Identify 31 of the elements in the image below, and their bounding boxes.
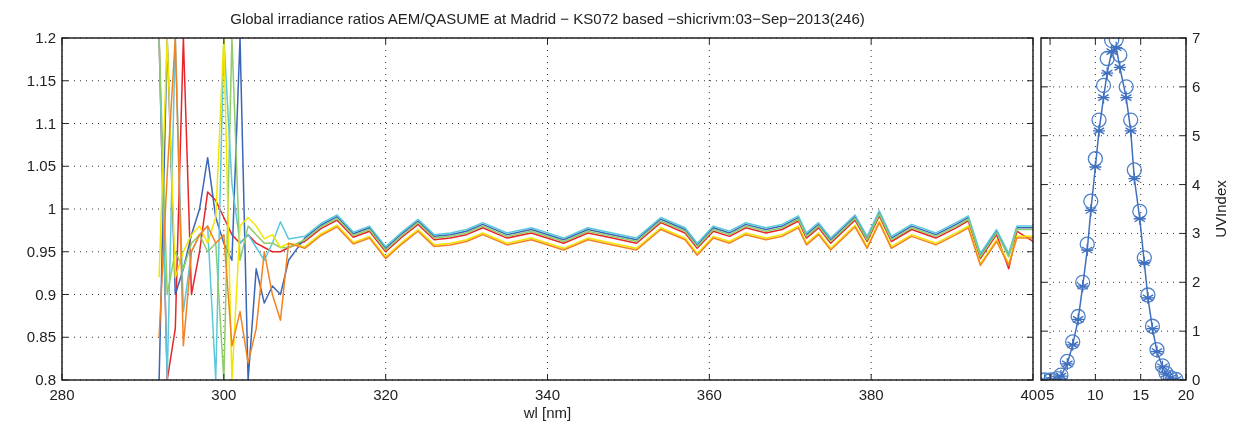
y-tick-label: 0.9: [35, 285, 56, 303]
y-tick-label: 0: [1192, 371, 1201, 388]
x-tick-label: 280: [49, 386, 75, 403]
y-tick-label: 4: [1192, 175, 1201, 193]
x-tick-label: 300: [211, 386, 237, 403]
y-tick-label: 3: [1192, 224, 1201, 242]
x-tick-label: 320: [373, 386, 399, 403]
y-tick-label: 1: [1192, 322, 1201, 340]
y-tick-label: 5: [1192, 126, 1201, 144]
y-tick-label: 2: [1192, 273, 1201, 291]
y-tick-label: 6: [1192, 77, 1201, 95]
y-tick-label: 0.95: [26, 242, 56, 260]
x-tick-label: 5: [1045, 386, 1055, 403]
y-tick-label: 1.2: [35, 29, 56, 46]
x-tick-label: 380: [858, 386, 884, 403]
y-tick-label: 7: [1192, 29, 1201, 46]
y-tick-label: 1.05: [26, 157, 56, 175]
y-tick-label: 0.8: [35, 371, 56, 388]
y-axis-title: UVIndex: [1212, 179, 1229, 238]
x-tick-label: 340: [534, 386, 561, 403]
x-axis-title: wl [nm]: [522, 404, 572, 421]
x-tick-label: 360: [696, 386, 722, 403]
y-tick-label: 0.85: [26, 328, 56, 346]
x-tick-label: 400: [1020, 386, 1046, 403]
x-tick-label: 10: [1087, 386, 1104, 403]
y-tick-label: 1: [47, 200, 56, 217]
y-tick-label: 1.15: [26, 71, 56, 89]
y-tick-label: 1.1: [35, 114, 56, 132]
x-tick-label: 20: [1177, 386, 1195, 403]
x-tick-label: 15: [1132, 386, 1150, 403]
chart-title: Global irradiance ratios AEM/QASUME at Madrid − KS072 based −shicrivm:03−Sep−2013(246): [230, 10, 865, 27]
